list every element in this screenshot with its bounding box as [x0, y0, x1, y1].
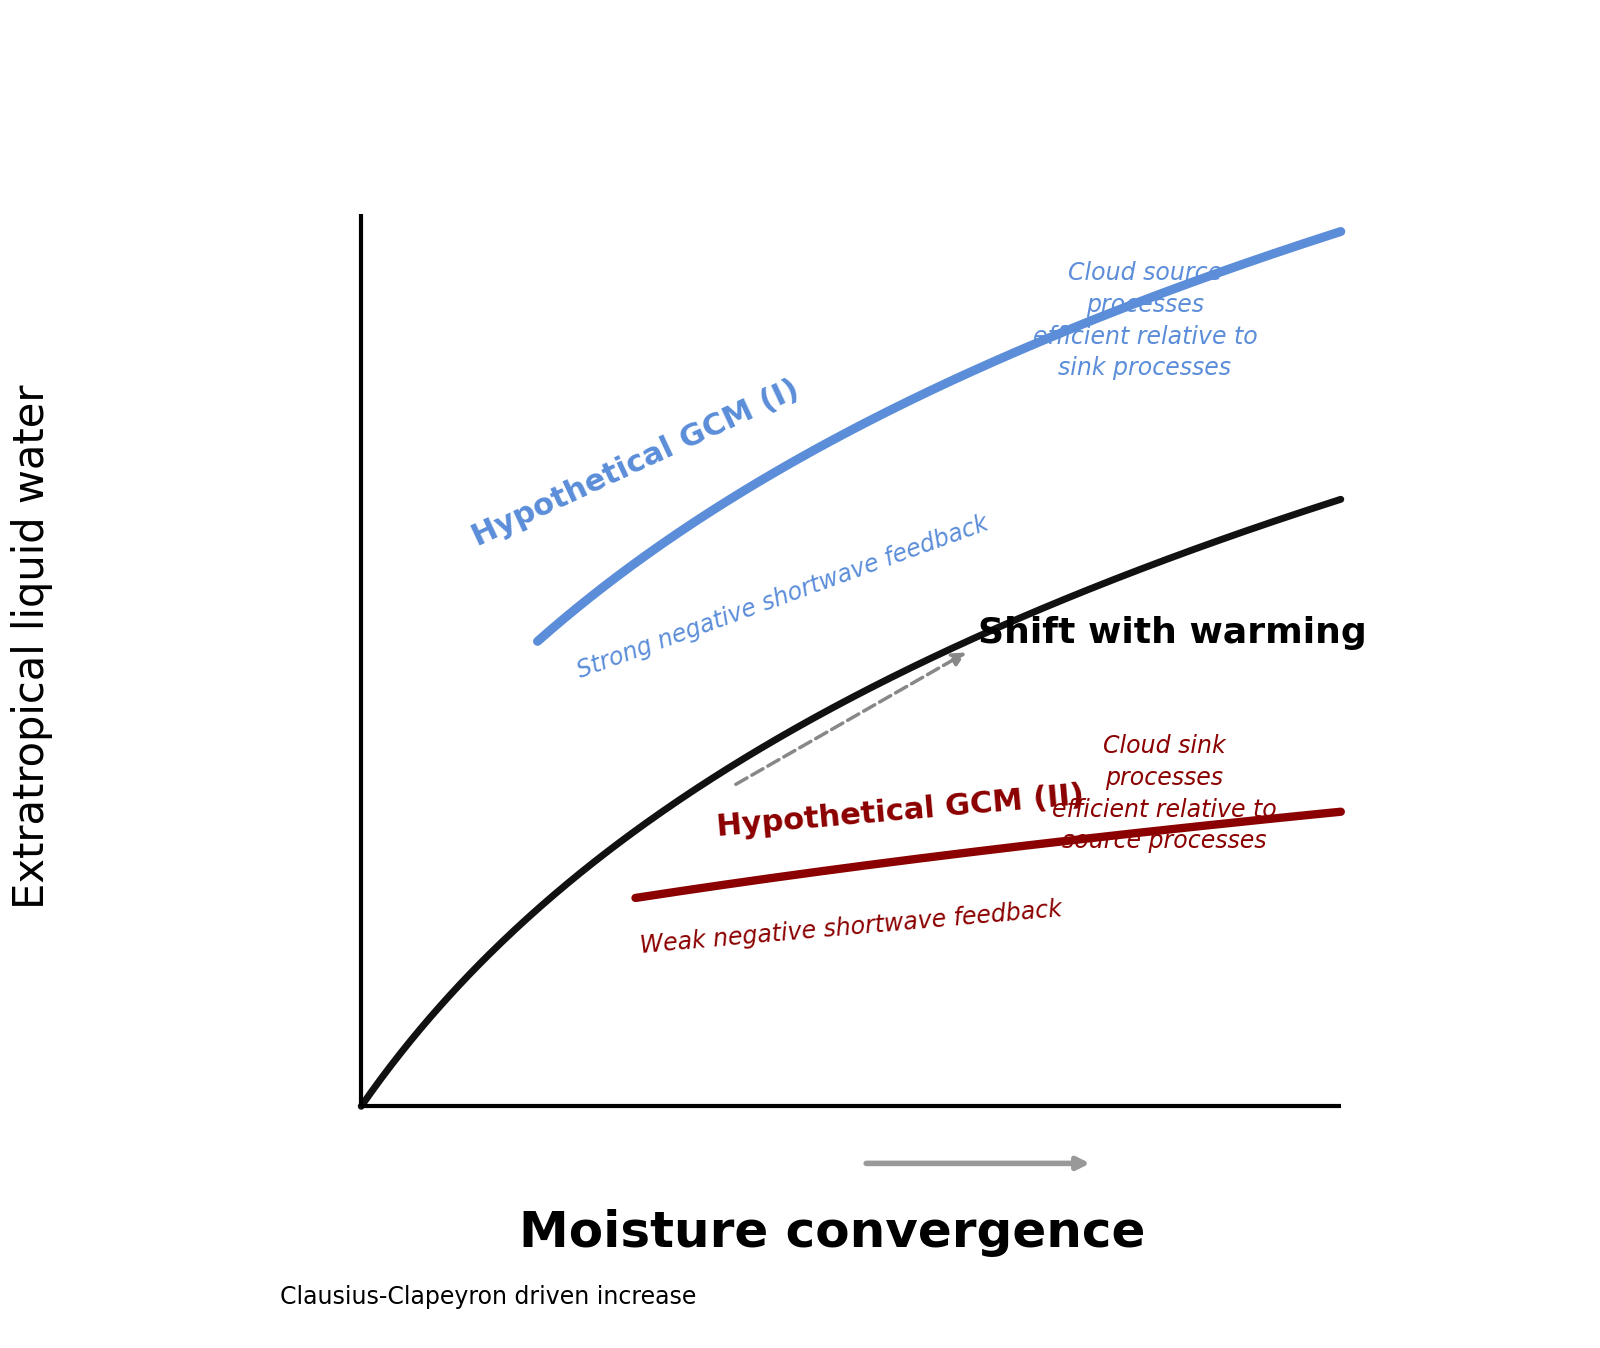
Text: Extratropical liquid water: Extratropical liquid water: [11, 384, 53, 910]
Text: Clausius-Clapeyron driven increase: Clausius-Clapeyron driven increase: [280, 1285, 696, 1309]
Text: Cloud source
processes
efficient relative to
sink processes: Cloud source processes efficient relativ…: [1032, 262, 1258, 380]
Text: Cloud sink
processes
efficient relative to
source processes: Cloud sink processes efficient relative …: [1053, 735, 1277, 853]
Text: Strong negative shortwave feedback: Strong negative shortwave feedback: [573, 512, 992, 683]
Text: Weak negative shortwave feedback: Weak negative shortwave feedback: [638, 898, 1062, 958]
Text: Moisture convergence: Moisture convergence: [518, 1209, 1146, 1258]
Text: Hypothetical GCM (I): Hypothetical GCM (I): [467, 375, 803, 553]
Text: Shift with warming: Shift with warming: [978, 616, 1366, 650]
Text: Hypothetical GCM (II): Hypothetical GCM (II): [715, 782, 1085, 842]
